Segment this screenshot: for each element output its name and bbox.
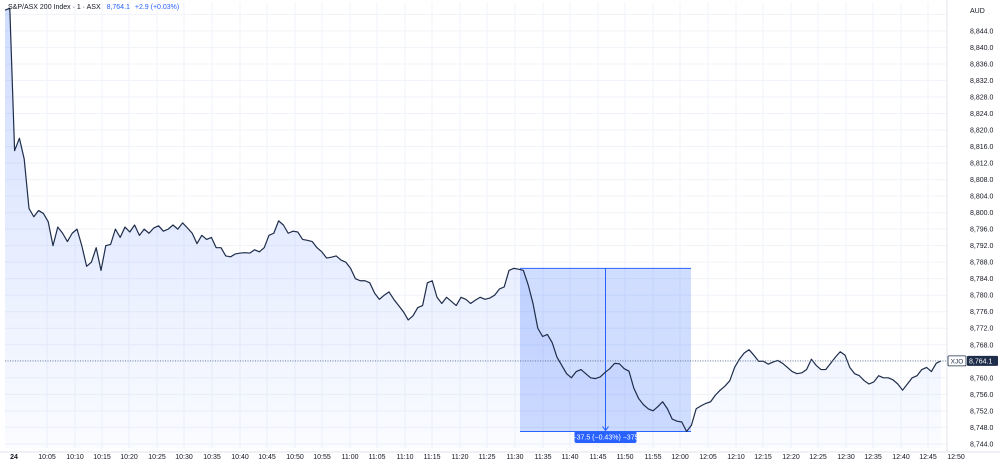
x-tick-label: 11:25 [479, 454, 496, 461]
y-tick-label: 8,804.0 [970, 194, 993, 201]
y-tick-label: 8,828.0 [970, 94, 993, 101]
x-tick-label: 12:00 [671, 454, 689, 461]
x-tick-label: 10:45 [258, 454, 276, 461]
y-tick-label: 8,760.0 [970, 375, 993, 382]
y-tick-label: 8,780.0 [970, 293, 993, 300]
measure-label-bg [574, 431, 637, 443]
y-tick-label: 8,748.0 [970, 425, 993, 432]
y-tick-label: 8,796.0 [970, 227, 993, 234]
y-tick-label: 8,792.0 [970, 243, 993, 250]
x-tick-label: 12:40 [892, 454, 910, 461]
chart-legend: S&P/ASX 200 Index · 1 · ASX 8,764.1 +2.9… [8, 4, 179, 11]
y-tick-label: 8,836.0 [970, 61, 993, 68]
last-price-badge: 8,764.1 [969, 358, 992, 365]
y-tick-label: 8,752.0 [970, 408, 993, 415]
x-tick-label: 11:30 [507, 454, 524, 461]
x-tick-label: 12:15 [754, 454, 772, 461]
y-tick-label: 8,824.0 [970, 111, 993, 118]
x-tick-label: 11:40 [562, 454, 579, 461]
y-tick-label: 8,820.0 [970, 128, 993, 135]
legend-title: S&P/ASX 200 Index · 1 · ASX [8, 4, 101, 11]
x-tick-label: 11:45 [590, 454, 607, 461]
y-tick-label: 8,832.0 [970, 78, 993, 85]
x-tick-label: 12:30 [837, 454, 855, 461]
last-price-badge-bg [967, 355, 998, 366]
symbol-badge: XJO [951, 358, 964, 365]
y-tick-label: 8,808.0 [970, 177, 993, 184]
symbol-badge-bg [947, 355, 967, 367]
x-tick-label: 11:10 [397, 454, 414, 461]
x-tick-label: 10:30 [175, 454, 193, 461]
y-tick-label: 8,772.0 [970, 326, 993, 333]
x-tick-label: 11:20 [452, 454, 469, 461]
area-fill [5, 8, 941, 448]
x-tick-label: 10:55 [313, 454, 331, 461]
x-tick-label: 10:25 [148, 454, 166, 461]
x-tick-label: 11:35 [535, 454, 552, 461]
x-tick-label: 10:40 [231, 454, 249, 461]
x-tick-label: 10:10 [66, 454, 84, 461]
y-tick-label: 8,788.0 [970, 260, 993, 267]
x-tick-label: 12:35 [864, 454, 882, 461]
x-tick-label: 10:35 [203, 454, 221, 461]
measure-label: −37.5 (−0.43%) −375 [573, 435, 639, 442]
price-line [4, 7, 942, 433]
x-tick-label: 11:00 [342, 454, 359, 461]
y-tick-label: 8,744.0 [970, 441, 993, 448]
x-tick-label: 12:50 [947, 454, 965, 461]
y-tick-label: 8,812.0 [970, 161, 993, 168]
y-tick-label: 8,816.0 [970, 144, 993, 151]
x-tick-label: 11:05 [369, 454, 386, 461]
x-tick-label: 10:50 [286, 454, 304, 461]
x-tick-label: 24 [10, 454, 18, 461]
price-axis-bg [947, 0, 1000, 464]
legend-price: 8,764.1 [106, 4, 130, 11]
y-tick-label: 8,776.0 [970, 309, 993, 316]
x-tick-label: 10:20 [120, 454, 138, 461]
y-tick-label: 8,756.0 [970, 392, 993, 399]
x-tick-label: 11:15 [424, 454, 441, 461]
x-tick-label: 10:05 [38, 454, 56, 461]
x-tick-label: 12:20 [782, 454, 800, 461]
x-tick-label: 11:50 [617, 454, 634, 461]
y-tick-label: 8,840.0 [970, 45, 993, 52]
x-tick-label: 12:25 [809, 454, 827, 461]
x-tick-label: 10:15 [93, 454, 111, 461]
legend-change: +2.9 (+0.03%) [134, 4, 180, 11]
y-tick-label: 8,800.0 [970, 210, 993, 217]
currency-label: AUD [970, 8, 985, 15]
measure-arrow-head [602, 426, 609, 432]
x-tick-label: 12:10 [727, 454, 745, 461]
x-tick-label: 12:05 [699, 454, 717, 461]
x-tick-label: 11:55 [645, 454, 662, 461]
y-tick-label: 8,844.0 [970, 28, 993, 35]
x-tick-label: 12:45 [919, 454, 937, 461]
y-tick-label: 8,784.0 [970, 276, 993, 283]
y-tick-label: 8,768.0 [970, 342, 993, 349]
